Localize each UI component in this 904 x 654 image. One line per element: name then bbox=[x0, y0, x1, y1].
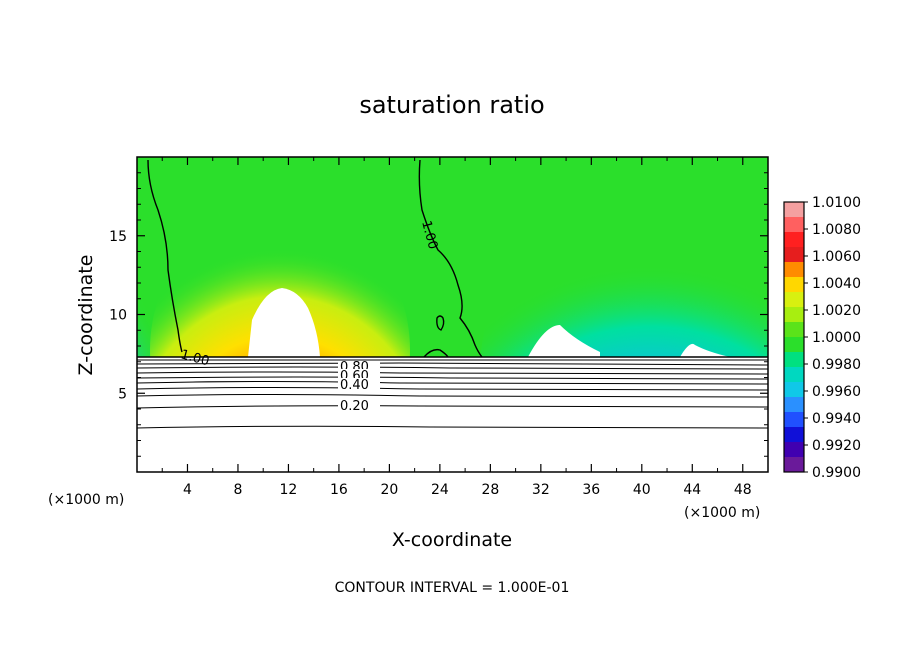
contour-lines-upper bbox=[147, 159, 483, 358]
contour-line bbox=[136, 387, 769, 391]
contour-labels: 1.00 1.00 0.80 0.60 0.40 0.20 bbox=[179, 219, 440, 414]
x-tick-label: 20 bbox=[380, 482, 398, 498]
y-tick-label: 5 bbox=[118, 386, 127, 402]
colorbar-swatch bbox=[784, 367, 804, 383]
contour-line bbox=[136, 425, 769, 429]
y-axis-label: Z-coordinate bbox=[75, 255, 97, 376]
colorbar-swatch bbox=[784, 292, 804, 308]
x-tick-label: 32 bbox=[532, 482, 550, 498]
colorbar: 1.0100 1.0080 1.0060 1.0040 1.0020 1.0000 0.99… bbox=[783, 195, 861, 481]
x-tick-label: 8 bbox=[233, 482, 242, 498]
contour-label: 1.00 bbox=[179, 347, 211, 369]
colorbar-swatch bbox=[784, 412, 804, 428]
supersaturated-dome bbox=[150, 205, 410, 357]
colorbar-swatch bbox=[784, 337, 804, 353]
colorbar-swatch bbox=[784, 457, 804, 473]
colorbar-swatch bbox=[784, 427, 804, 443]
contour-line bbox=[136, 371, 769, 375]
colorbar-swatch bbox=[784, 232, 804, 248]
contour-line bbox=[136, 366, 769, 370]
colorbar-label: 1.0060 bbox=[812, 249, 861, 265]
x-axis-label: X-coordinate bbox=[392, 529, 512, 551]
colorbar-label: 0.9900 bbox=[812, 465, 861, 481]
colorbar-swatch bbox=[784, 262, 804, 278]
colorbar-label: 1.0080 bbox=[812, 222, 861, 238]
colorbar-label: 0.9920 bbox=[812, 438, 861, 454]
contour-line bbox=[136, 376, 769, 380]
x-tick-label: 12 bbox=[280, 482, 298, 498]
x-tick-label: 44 bbox=[683, 482, 701, 498]
colorbar-label: 1.0100 bbox=[812, 195, 861, 211]
colorbar-label: 1.0040 bbox=[812, 276, 861, 292]
contour-label: 0.40 bbox=[340, 378, 369, 393]
colorbar-swatch bbox=[784, 217, 804, 233]
dry-bump bbox=[528, 325, 600, 357]
colorbar-swatch bbox=[784, 397, 804, 413]
contour-line bbox=[136, 394, 769, 398]
y-tick-label: 15 bbox=[109, 229, 127, 245]
colorbar-label: 1.0020 bbox=[812, 303, 861, 319]
colorbar-label: 0.9940 bbox=[812, 411, 861, 427]
x-tick-label: 40 bbox=[633, 482, 651, 498]
contour-label: 1.00 bbox=[418, 219, 440, 251]
y-axis-ticks: 5 10 15 bbox=[109, 172, 768, 457]
colorbar-swatch bbox=[784, 277, 804, 293]
contour-interval-footer: CONTOUR INTERVAL = 1.000E-01 bbox=[335, 580, 570, 596]
chart-title: saturation ratio bbox=[359, 91, 544, 119]
x-tick-label: 4 bbox=[183, 482, 192, 498]
contour-label: 0.20 bbox=[340, 399, 369, 414]
colorbar-swatch bbox=[784, 322, 804, 338]
colorbar-label: 1.0000 bbox=[812, 330, 861, 346]
contour-1-mid bbox=[418, 159, 483, 358]
colorbar-label: 0.9960 bbox=[812, 384, 861, 400]
colorbar-swatch bbox=[784, 442, 804, 458]
contour-1-blob bbox=[436, 315, 445, 331]
contour-line bbox=[136, 362, 769, 366]
y-tick-label: 10 bbox=[109, 308, 127, 324]
colorbar-swatch bbox=[784, 202, 804, 218]
x-axis-unit-left: (×1000 m) bbox=[48, 492, 124, 508]
x-tick-label: 36 bbox=[582, 482, 600, 498]
x-tick-label: 24 bbox=[431, 482, 449, 498]
x-tick-label: 28 bbox=[481, 482, 499, 498]
contour-1-small bbox=[423, 348, 449, 358]
contour-1-left bbox=[147, 159, 183, 353]
x-tick-label: 48 bbox=[734, 482, 752, 498]
colorbar-swatch bbox=[784, 382, 804, 398]
saturation-field bbox=[137, 157, 768, 357]
dry-bump-2 bbox=[680, 343, 730, 357]
cloud-core bbox=[248, 288, 320, 357]
subsaturated-region bbox=[480, 195, 768, 357]
contour-line bbox=[136, 405, 769, 409]
x-tick-label: 16 bbox=[330, 482, 348, 498]
x-axis-ticks: 4 8 12 16 20 24 28 32 36 40 44 48 bbox=[161, 157, 752, 498]
colorbar-label: 0.9980 bbox=[812, 357, 861, 373]
colorbar-swatch bbox=[784, 352, 804, 368]
colorbar-swatch bbox=[784, 247, 804, 263]
colorbar-swatch bbox=[784, 307, 804, 323]
x-axis-unit-right: (×1000 m) bbox=[684, 505, 760, 521]
